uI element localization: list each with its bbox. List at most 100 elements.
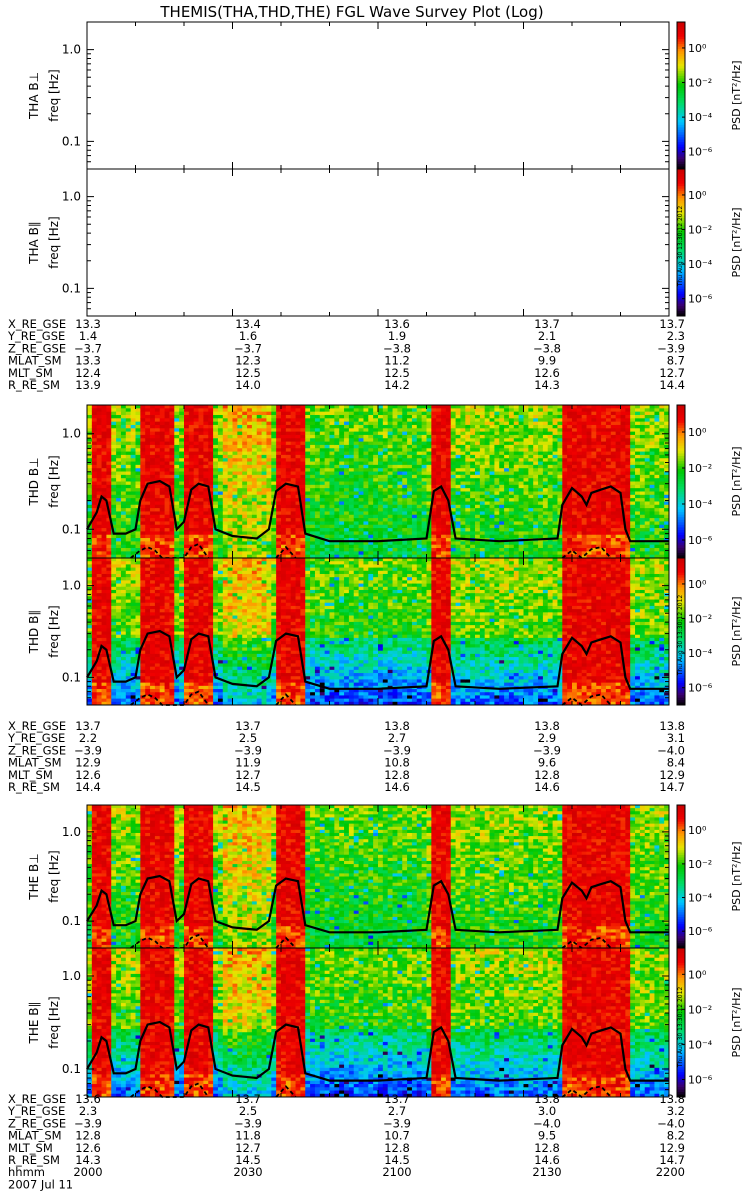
- spectrogram-cell: [504, 465, 509, 469]
- spectrogram-cell: [111, 452, 116, 456]
- spectrogram-cell: [136, 445, 141, 449]
- spectrogram-cell: [499, 478, 504, 482]
- spectrogram-cell: [509, 478, 514, 482]
- spectrogram-cell: [383, 412, 388, 416]
- spectrogram-cell: [276, 428, 281, 432]
- spectrogram-cell: [344, 418, 349, 422]
- spectrogram-cell: [174, 462, 179, 466]
- spectrogram-cell: [111, 541, 116, 545]
- spectrogram-cell: [150, 538, 155, 542]
- spectrogram-cell: [233, 418, 238, 422]
- spectrogram-cell: [431, 515, 436, 519]
- spectrogram-cell: [514, 548, 519, 552]
- spectrogram-cell: [465, 418, 470, 422]
- spectrogram-cell: [577, 425, 582, 429]
- spectrogram-cell: [431, 432, 436, 436]
- spectrogram-cell: [553, 428, 558, 432]
- spectrogram-cell: [456, 422, 461, 426]
- spectrogram-cell: [334, 508, 339, 512]
- spectrogram-cell: [194, 531, 199, 535]
- spectrogram-cell: [320, 518, 325, 522]
- spectrogram-cell: [460, 545, 465, 549]
- spectrogram-cell: [111, 475, 116, 479]
- spectrogram-cell: [126, 422, 131, 426]
- spectrogram-cell: [480, 478, 485, 482]
- spectrogram-cell: [543, 531, 548, 535]
- spectrogram-cell: [499, 508, 504, 512]
- spectrogram-cell: [446, 432, 451, 436]
- spectrogram-cell: [528, 432, 533, 436]
- spectrogram-cell: [291, 508, 296, 512]
- spectrogram-cell: [451, 418, 456, 422]
- spectrogram-cell: [417, 472, 422, 476]
- spectrogram-cell: [310, 541, 315, 545]
- spectrogram-cell: [514, 425, 519, 429]
- spectrogram-cell: [548, 515, 553, 519]
- spectrogram-cell: [431, 535, 436, 539]
- spectrogram-cell: [291, 548, 296, 552]
- spectrogram-cell: [344, 472, 349, 476]
- spectrogram-cell: [567, 521, 572, 525]
- spectrogram-cell: [325, 491, 330, 495]
- spectrogram-cell: [378, 422, 383, 426]
- spectrogram-cell: [514, 508, 519, 512]
- spectrogram-cell: [218, 468, 223, 472]
- spectrogram-cell: [160, 541, 165, 545]
- spectrogram-cell: [247, 432, 252, 436]
- spectrogram-cell: [286, 465, 291, 469]
- spectrogram-cell: [514, 432, 519, 436]
- spectrogram-cell: [213, 551, 218, 555]
- spectrogram-cell: [431, 405, 436, 409]
- spectrogram-cell: [213, 531, 218, 535]
- spectrogram-cell: [543, 412, 548, 416]
- spectrogram-cell: [514, 415, 519, 419]
- spectrogram-cell: [233, 408, 238, 412]
- spectrogram-cell: [562, 535, 567, 539]
- spectrogram-cell: [427, 455, 432, 459]
- spectrogram-cell: [305, 495, 310, 499]
- spectrogram-cell: [281, 462, 286, 466]
- spectrogram-cell: [427, 438, 432, 442]
- spectrogram-cell: [111, 491, 116, 495]
- spectrogram-cell: [305, 415, 310, 419]
- spectrogram-cell: [121, 508, 126, 512]
- spectrogram-cell: [533, 432, 538, 436]
- spectrogram-cell: [572, 478, 577, 482]
- spectrogram-cell: [383, 415, 388, 419]
- spectrogram-cell: [296, 408, 301, 412]
- spectrogram-cell: [106, 455, 111, 459]
- spectrogram-cell: [305, 518, 310, 522]
- spectrogram-cell: [169, 435, 174, 439]
- spectrogram-cell: [252, 491, 257, 495]
- spectrogram-cell: [553, 465, 558, 469]
- spectrogram-cell: [252, 541, 257, 545]
- spectrogram-cell: [189, 448, 194, 452]
- spectrogram-cell: [305, 545, 310, 549]
- spectrogram-cell: [582, 415, 587, 419]
- spectrogram-cell: [427, 551, 432, 555]
- spectrogram-cell: [504, 482, 509, 486]
- spectrogram-cell: [388, 482, 393, 486]
- spectrogram-cell: [315, 518, 320, 522]
- spectrogram-cell: [276, 498, 281, 502]
- spectrogram-cell: [174, 498, 179, 502]
- spectrogram-cell: [116, 435, 121, 439]
- spectrogram-cell: [266, 485, 271, 489]
- spectrogram-cell: [296, 482, 301, 486]
- spectrogram-cell: [194, 455, 199, 459]
- spectrogram-cell: [233, 518, 238, 522]
- spectrogram-cell: [368, 452, 373, 456]
- spectrogram-cell: [136, 455, 141, 459]
- spectrogram-cell: [499, 465, 504, 469]
- spectrogram-cell: [441, 548, 446, 552]
- spectrogram-cell: [286, 448, 291, 452]
- spectrogram-cell: [102, 545, 107, 549]
- spectrogram-cell: [179, 438, 184, 442]
- spectrogram-cell: [165, 495, 170, 499]
- spectrogram-cell: [460, 442, 465, 446]
- spectrogram-cell: [383, 475, 388, 479]
- spectrogram-cell: [456, 438, 461, 442]
- spectrogram-cell: [577, 455, 582, 459]
- spectrogram-cell: [494, 548, 499, 552]
- spectrogram-cell: [548, 418, 553, 422]
